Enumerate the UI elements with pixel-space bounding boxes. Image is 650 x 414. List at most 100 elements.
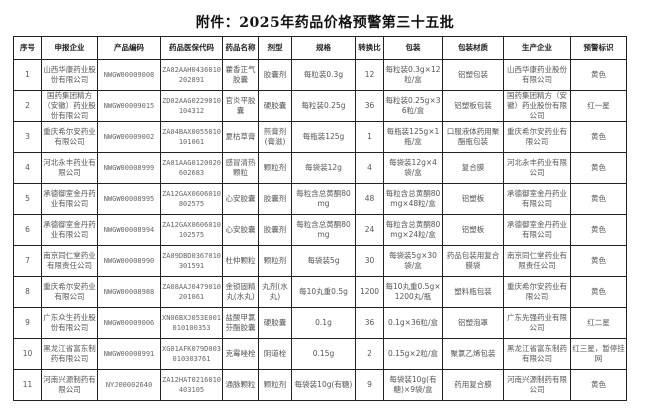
cell-spec: 每粒含总黄酮80mg: [291, 214, 356, 246]
cell-drug-name: 通脉颗粒: [222, 369, 259, 401]
header-spec: 规格: [291, 36, 356, 60]
cell-dosage-form: 胶囊剂: [258, 214, 292, 246]
cell-product-code: NWGW00008999: [97, 152, 161, 184]
cell-drug-name: 官炎平胶囊: [222, 90, 259, 122]
cell-package-material: 口服液体药用聚酯瓶包装: [442, 121, 504, 153]
cell-dosage-form: 颗粒剂: [258, 369, 292, 401]
cell-applicant: 山西华康药业股份有限公司: [41, 59, 98, 91]
cell-drug-name: 克霉唑栓: [222, 338, 259, 370]
cell-warning-level: 红三星，暂停挂网: [570, 338, 627, 370]
cell-insurance-code: ZA12GAX0606010102575: [160, 214, 223, 246]
cell-spec: 每粒装0.25g: [291, 90, 356, 122]
cell-applicant: 承德御室金丹药业有限公司: [41, 214, 98, 246]
table-header-row: 序号 申报企业 产品编码 药品医保代码 药品名称 剂型 规格 转换比 包装 包装材质 生产企业 预警标…: [13, 36, 627, 60]
cell-conversion-ratio: 48: [355, 183, 384, 215]
cell-seq: 8: [13, 276, 42, 308]
cell-insurance-code: XN06BXJ053E001010100353: [160, 307, 223, 339]
cell-package: 每袋装10g(有糖)×9袋/盒: [383, 369, 443, 401]
cell-warning-level: 黄色: [570, 276, 627, 308]
cell-spec: 每袋装5g: [291, 245, 356, 277]
cell-insurance-code: XG01AFK079D003010303761: [160, 338, 223, 370]
cell-package: 0.15g×2粒/盒: [383, 338, 443, 370]
cell-product-code: NWGW00009015: [97, 90, 161, 122]
cell-spec: 0.15g: [291, 338, 356, 370]
cell-seq: 1: [13, 59, 42, 91]
header-warning-level: 预警标识: [570, 36, 627, 60]
cell-applicant: 河北永丰药业有限公司: [41, 152, 98, 184]
cell-warning-level: 黄色: [570, 183, 627, 215]
cell-package-material: 铝塑泡罩: [442, 307, 504, 339]
cell-package-material: 药用复合膜: [442, 369, 504, 401]
cell-applicant: 南京同仁堂药业有限责任公司: [41, 245, 98, 277]
cell-warning-level: 黄色: [570, 245, 627, 277]
cell-warning-level: 红一星: [570, 90, 627, 122]
cell-package: 每粒含总黄酮80mg×24粒/盒: [383, 214, 443, 246]
cell-package: 每袋装12g×4袋/盒: [383, 152, 443, 184]
cell-dosage-form: 颗粒剂: [258, 152, 292, 184]
cell-manufacturer: 重庆希尔安药业有限公司: [503, 276, 571, 308]
cell-insurance-code: ZA02AAH0436010202891: [160, 59, 223, 91]
table-row: 8 重庆希尔安药业有限公司 NWGW00008988 ZA08AAJ047901020…: [13, 276, 627, 308]
cell-dosage-form: 胶囊剂: [258, 59, 292, 91]
header-seq: 序号: [13, 36, 42, 60]
header-conversion-ratio: 转换比: [355, 36, 384, 60]
cell-applicant: 广东众生药业股份有限公司: [41, 307, 98, 339]
cell-spec: 每粒含总黄酮80mg: [291, 183, 356, 215]
cell-drug-name: 杜仲颗粒: [222, 245, 259, 277]
cell-product-code: NWGW00008988: [97, 276, 161, 308]
cell-conversion-ratio: 2: [355, 338, 384, 370]
cell-conversion-ratio: 1: [355, 121, 384, 153]
cell-conversion-ratio: 4: [355, 152, 384, 184]
cell-insurance-code: ZA12HAT0216010403105: [160, 369, 223, 401]
cell-package-material: 聚氯乙烯包装: [442, 338, 504, 370]
header-applicant: 申报企业: [41, 36, 98, 60]
cell-dosage-form: 颗粒剂: [258, 245, 292, 277]
cell-seq: 3: [13, 121, 42, 153]
cell-seq: 7: [13, 245, 42, 277]
table-row: 7 南京同仁堂药业有限责任公司 NWGW00008990 ZA09DBD0367010…: [13, 245, 627, 277]
cell-product-code: NWGW00008990: [97, 245, 161, 277]
cell-insurance-code: ZA08AAJ0479010201061: [160, 276, 223, 308]
table-row: 2 国药集团精方（安徽）药业股份有限公司 NWGW00009015 ZD02AAG02…: [13, 90, 627, 122]
cell-manufacturer: 广东先强药业有限公司: [503, 307, 571, 339]
cell-warning-level: 红二星: [570, 307, 627, 339]
cell-applicant: 重庆希尔安药业有限公司: [41, 276, 98, 308]
cell-package: 每粒含总黄酮80mg×48粒/盒: [383, 183, 443, 215]
cell-seq: 9: [13, 307, 42, 339]
cell-conversion-ratio: 30: [355, 245, 384, 277]
cell-conversion-ratio: 36: [355, 90, 384, 122]
header-manufacturer: 生产企业: [503, 36, 571, 60]
header-package-material: 包装材质: [442, 36, 504, 60]
table-row: 3 重庆希尔安药业有限公司 NWGW00009002 ZA04BAX005501010…: [13, 121, 627, 153]
cell-applicant: 重庆希尔安药业有限公司: [41, 121, 98, 153]
cell-package: 每粒装0.3g×12粒/盒: [383, 59, 443, 91]
cell-applicant: 河南兴源制药有限公司: [41, 369, 98, 401]
table-row: 1 山西华康药业股份有限公司 NWGW00009008 ZA02AAH04360102…: [13, 59, 627, 91]
cell-insurance-code: ZD02AAG0229010104312: [160, 90, 223, 122]
table-row: 5 承德御室金丹药业有限公司 NWGW00008995 ZA12GAX06060108…: [13, 183, 627, 215]
cell-package-material: 铝塑包装: [442, 59, 504, 91]
page-title: 附件：2025年药品价格预警第三十五批: [195, 15, 455, 31]
cell-manufacturer: 南京同仁堂药业有限责任公司: [503, 245, 571, 277]
header-dosage-form: 剂型: [258, 36, 292, 60]
cell-applicant: 国药集团精方（安徽）药业股份有限公司: [41, 90, 98, 122]
cell-spec: 每袋装10g(有糖): [291, 369, 356, 401]
cell-conversion-ratio: 36: [355, 307, 384, 339]
cell-conversion-ratio: 12: [355, 59, 384, 91]
cell-conversion-ratio: 9: [355, 369, 384, 401]
cell-dosage-form: 阴道栓: [258, 338, 292, 370]
cell-warning-level: 黄色: [570, 59, 627, 91]
cell-spec: 每10丸重0.5g: [291, 276, 356, 308]
cell-drug-name: 夏枯草膏: [222, 121, 259, 153]
cell-insurance-code: ZA04BAX0055010101061: [160, 121, 223, 153]
cell-seq: 6: [13, 214, 42, 246]
cell-package-material: 药品包装用复合膜袋: [442, 245, 504, 277]
cell-manufacturer: 承德御室金丹药业有限公司: [503, 183, 571, 215]
cell-drug-name: 感冒清热颗粒: [222, 152, 259, 184]
cell-seq: 4: [13, 152, 42, 184]
cell-applicant: 黑龙江省富东制药有限公司: [41, 338, 98, 370]
cell-drug-name: 金锁固精丸(水丸): [222, 276, 259, 308]
cell-package: 每袋装5g×30袋/盒: [383, 245, 443, 277]
cell-manufacturer: 河北永丰药业有限公司: [503, 152, 571, 184]
cell-conversion-ratio: 24: [355, 214, 384, 246]
